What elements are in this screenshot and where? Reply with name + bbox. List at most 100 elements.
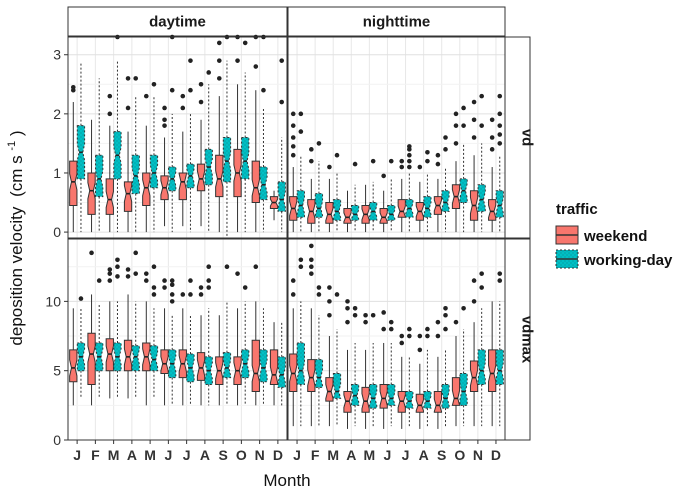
outlier-point — [407, 158, 412, 164]
box-body — [495, 190, 504, 218]
legend-label-weekend: weekend — [583, 228, 647, 245]
outlier-point — [169, 292, 175, 297]
outlier-point — [479, 271, 484, 276]
outlier-point — [497, 141, 503, 146]
box-weekend-F — [87, 250, 96, 406]
outlier-point — [188, 58, 193, 63]
outlier-point — [388, 158, 394, 164]
outlier-point — [298, 264, 304, 270]
box-body — [314, 359, 324, 388]
panel-background — [68, 239, 287, 440]
outlier-point — [471, 299, 477, 304]
outlier-point — [471, 117, 477, 123]
box-body — [95, 154, 104, 198]
outlier-point — [169, 87, 175, 93]
box-body — [123, 181, 133, 212]
box-working-day-A — [350, 161, 360, 233]
outlier-point — [407, 326, 412, 332]
outlier-point — [352, 306, 358, 311]
box-weekend-D — [269, 190, 279, 221]
outlier-point — [216, 40, 222, 46]
box-working-day-N — [477, 271, 486, 427]
box-working-day-D — [277, 322, 286, 406]
box-body — [361, 386, 370, 413]
box-working-day-M — [113, 34, 122, 233]
box-working-day-D — [495, 93, 504, 233]
outlier-point — [224, 264, 230, 270]
x-tick-label: M — [327, 447, 339, 463]
box-working-day-M — [369, 158, 378, 233]
box-working-day-A — [350, 306, 360, 427]
outlier-point — [253, 264, 259, 270]
box-weekend-J — [379, 310, 388, 429]
box-weekend-O — [451, 319, 461, 427]
legend-entry-working-day: working-day — [555, 249, 673, 269]
strip-label-nighttime: nighttime — [363, 14, 431, 31]
box-weekend-J — [178, 292, 187, 406]
outlier-point — [188, 292, 193, 297]
x-tick-label: S — [437, 447, 446, 463]
x-tick-label: M — [108, 447, 120, 463]
x-tick-label: J — [293, 447, 301, 463]
outlier-point — [489, 147, 495, 152]
box-working-day-O — [459, 306, 468, 427]
outlier-point — [279, 99, 285, 105]
box-working-day-J — [405, 326, 414, 427]
outlier-point — [261, 87, 266, 93]
box-body — [488, 349, 497, 392]
box-body — [251, 160, 260, 204]
outlier-point — [206, 278, 212, 283]
box-working-day-J — [168, 278, 177, 406]
outlier-point — [425, 326, 430, 332]
box-weekend-J — [379, 173, 388, 233]
box-working-day-A — [423, 149, 432, 233]
outlier-point — [497, 111, 503, 117]
outlier-point — [309, 243, 314, 249]
outlier-point — [143, 93, 149, 99]
x-tick-label: A — [200, 447, 210, 463]
box-working-day-D — [277, 58, 286, 233]
box-weekend-M — [325, 285, 334, 427]
box-weekend-J — [69, 84, 78, 233]
x-tick-label: F — [311, 447, 320, 463]
box-working-day-M — [149, 81, 159, 233]
box-working-day-O — [241, 285, 250, 406]
outlier-point — [471, 135, 477, 140]
outlier-point — [206, 264, 212, 270]
outlier-point — [107, 93, 113, 99]
outlier-point — [107, 278, 113, 283]
outlier-point — [162, 285, 167, 290]
box-weekend-F — [307, 243, 316, 427]
legend: traffic weekend working-day — [555, 201, 673, 269]
box-weekend-M — [361, 312, 370, 429]
outlier-point — [290, 278, 296, 283]
outlier-point — [125, 274, 131, 279]
outlier-point — [407, 144, 412, 149]
outlier-point — [489, 117, 495, 123]
outlier-point — [242, 285, 248, 290]
box-weekend-J — [160, 105, 169, 227]
box-working-day-F — [95, 78, 104, 233]
box-body — [343, 207, 352, 224]
box-body — [142, 172, 151, 206]
outlier-point — [309, 158, 314, 164]
outlier-point — [290, 152, 296, 158]
box-body — [387, 204, 396, 221]
outlier-point — [107, 111, 113, 117]
box-weekend-N — [251, 34, 260, 233]
box-weekend-A — [123, 267, 133, 399]
outlier-point — [180, 105, 186, 111]
box-working-day-J — [387, 158, 396, 233]
outlier-point — [169, 278, 175, 283]
x-tick-label: J — [73, 447, 81, 463]
box-working-day-O — [459, 105, 468, 233]
box-weekend-A — [415, 333, 424, 429]
box-working-day-S — [222, 34, 232, 238]
outlier-point — [279, 58, 285, 63]
x-tick-label: S — [218, 447, 227, 463]
outlier-point — [198, 99, 204, 105]
outlier-point — [363, 319, 368, 325]
outlier-point — [242, 40, 248, 46]
box-body — [149, 345, 159, 372]
